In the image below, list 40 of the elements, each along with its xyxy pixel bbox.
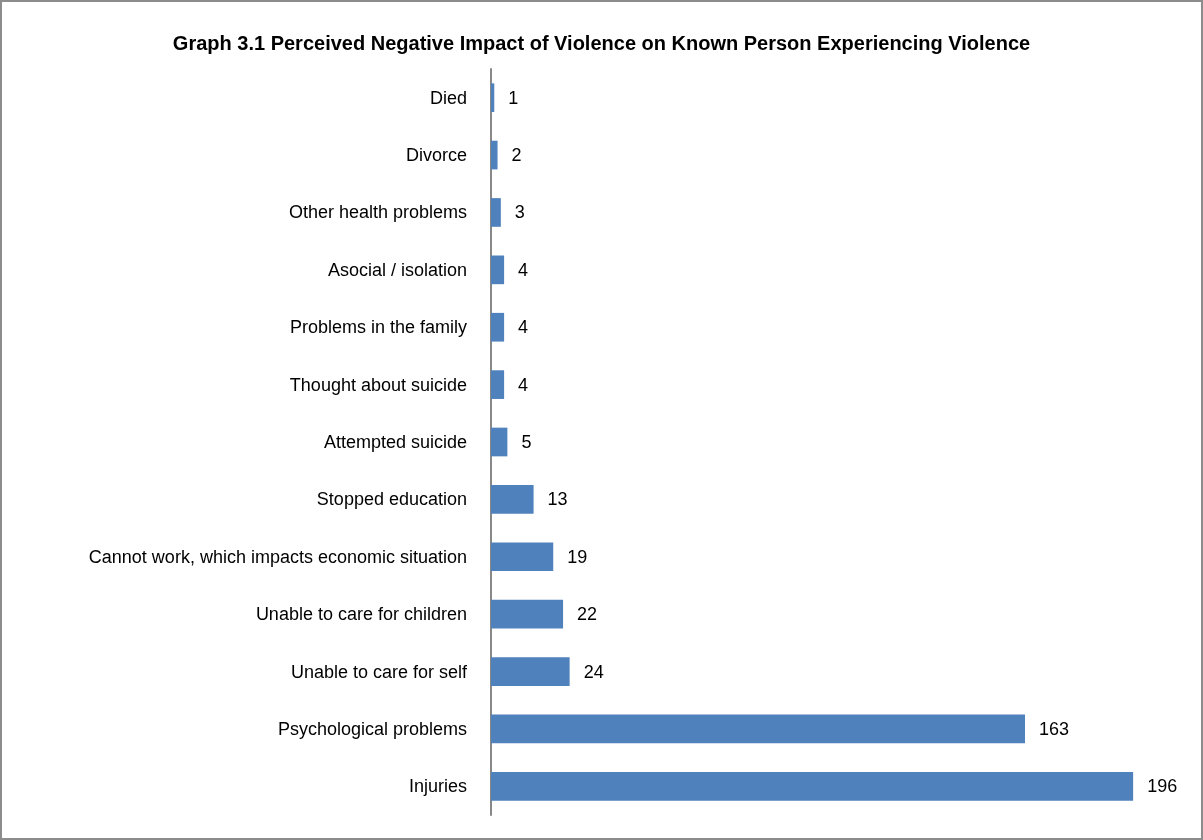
y-tick-label: Injuries	[408, 776, 467, 797]
y-tick-label: Asocial / isolation	[327, 259, 467, 280]
bar	[491, 140, 498, 170]
bar	[491, 599, 564, 629]
data-label: 2	[511, 145, 522, 166]
bar	[491, 714, 1026, 744]
bar	[491, 370, 505, 399]
y-tick-label: Other health problems	[288, 202, 467, 223]
y-tick-label: Stopped education	[316, 489, 467, 510]
y-tick-label: Thought about suicide	[289, 374, 467, 395]
data-label: 4	[518, 317, 529, 338]
data-label: 163	[1039, 718, 1070, 739]
y-tick-label: Died	[429, 87, 467, 108]
data-label: 19	[567, 546, 588, 567]
chart-title: Graph 3.1 Perceived Negative Impact of Violence on Known Person Experiencing Violence	[172, 32, 1031, 54]
bar	[491, 83, 495, 113]
bar	[491, 427, 508, 457]
bar	[491, 542, 554, 572]
bar	[491, 771, 1134, 801]
y-tick-label: Problems in the family	[289, 317, 467, 338]
data-label: 4	[518, 259, 529, 280]
y-tick-label: Unable to care for self	[290, 661, 468, 682]
bar	[491, 485, 534, 514]
data-label: 24	[583, 661, 604, 682]
bar	[491, 255, 505, 285]
y-tick-label: Cannot work, which impacts economic situation	[88, 546, 467, 567]
data-label: 13	[547, 489, 568, 510]
data-label: 3	[514, 202, 525, 223]
bar	[491, 198, 501, 227]
data-label: 5	[521, 432, 532, 452]
y-tick-label: Psychological problems	[277, 718, 467, 739]
bar	[491, 312, 505, 342]
data-label: 1	[508, 87, 519, 108]
data-label: 22	[577, 604, 598, 625]
y-tick-label: Divorce	[405, 145, 467, 166]
y-tick-label: Attempted suicide	[323, 432, 467, 452]
bar	[491, 657, 570, 686]
data-label: 4	[518, 374, 529, 395]
data-label: 196	[1147, 776, 1178, 797]
y-tick-label: Unable to care for children	[255, 604, 467, 625]
